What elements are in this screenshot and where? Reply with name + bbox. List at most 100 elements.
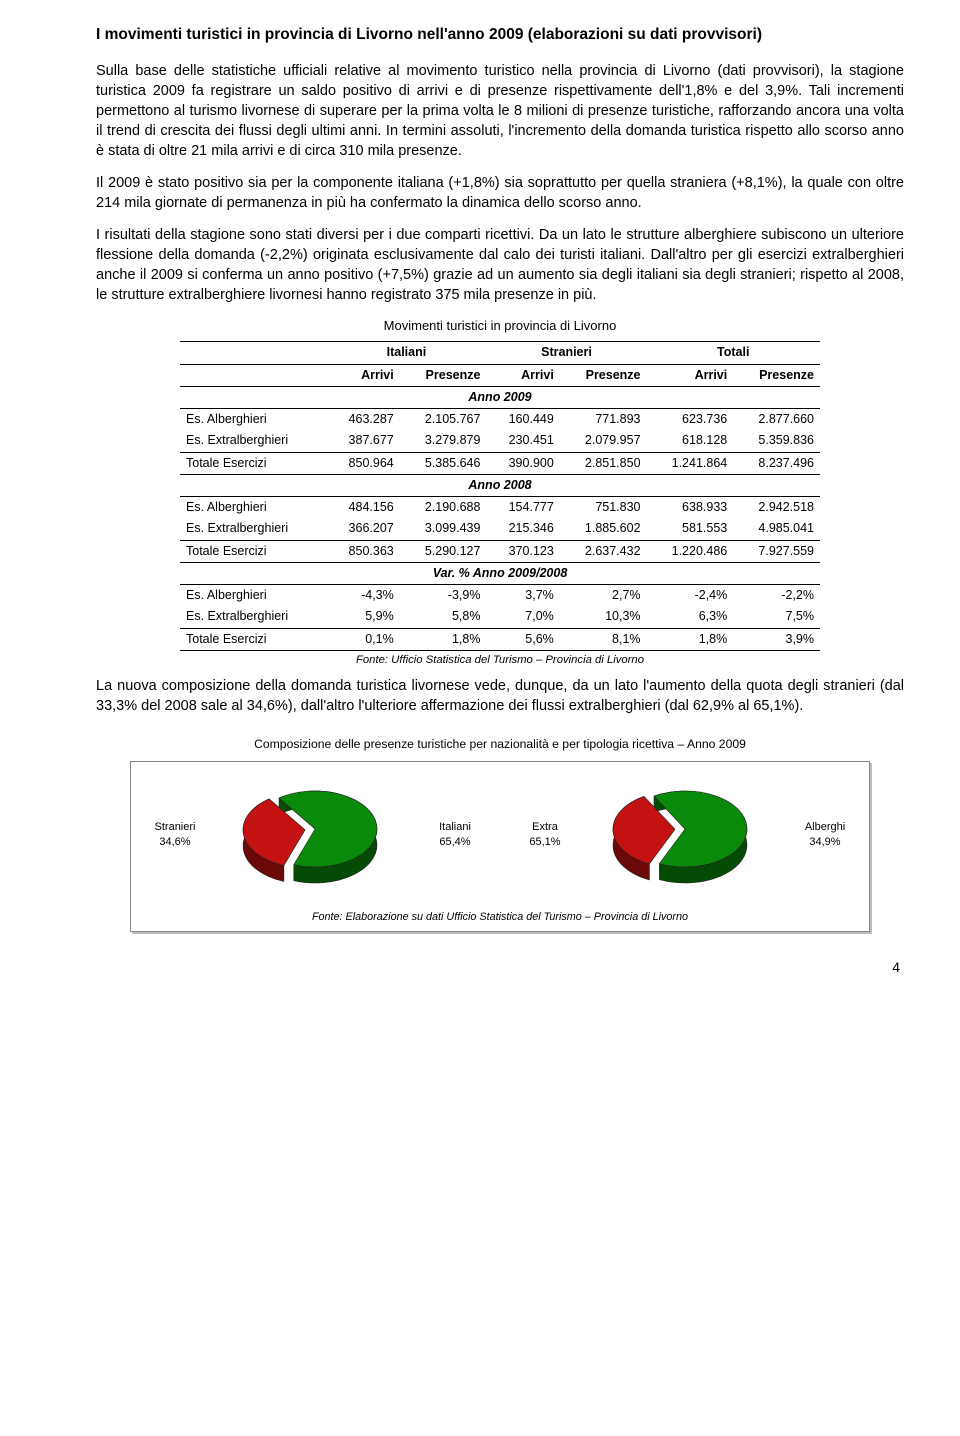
cell: 4.985.041 bbox=[733, 518, 820, 540]
table-row: Totale Esercizi850.3635.290.127370.1232.… bbox=[180, 540, 820, 562]
cell: 2,7% bbox=[560, 585, 647, 607]
cell: 215.346 bbox=[486, 518, 559, 540]
row-label: Totale Esercizi bbox=[180, 540, 326, 562]
table-section-header: Anno 2009 bbox=[180, 386, 820, 408]
paragraph-4: La nuova composizione della domanda turi… bbox=[96, 676, 904, 716]
pie-source: Fonte: Elaborazione su dati Ufficio Stat… bbox=[145, 910, 855, 925]
col-header: Arrivi bbox=[647, 364, 734, 386]
row-label: Es. Alberghieri bbox=[180, 585, 326, 607]
cell: 638.933 bbox=[647, 497, 734, 519]
table-row: Es. Extralberghieri366.2073.099.439215.3… bbox=[180, 518, 820, 540]
group-header: Stranieri bbox=[486, 342, 646, 364]
cell: 751.830 bbox=[560, 497, 647, 519]
pie-panel: Stranieri 34,6% Italiani 65,4% Extra 65,… bbox=[130, 761, 870, 932]
table-column-header-row: Arrivi Presenze Arrivi Presenze Arrivi P… bbox=[180, 364, 820, 386]
table-row: Es. Alberghieri463.2872.105.767160.44977… bbox=[180, 409, 820, 431]
cell: 2.637.432 bbox=[560, 540, 647, 562]
paragraph-3: I risultati della stagione sono stati di… bbox=[96, 225, 904, 305]
cell: 771.893 bbox=[560, 409, 647, 431]
table-title: Movimenti turistici in provincia di Livo… bbox=[180, 317, 820, 335]
pie-left-label-b: Italiani 65,4% bbox=[425, 820, 485, 850]
table-source: Fonte: Ufficio Statistica del Turismo – … bbox=[180, 653, 820, 669]
cell: 3,7% bbox=[486, 585, 559, 607]
cell: 6,3% bbox=[647, 606, 734, 628]
cell: 10,3% bbox=[560, 606, 647, 628]
group-header: Totali bbox=[647, 342, 820, 364]
row-label: Es. Extralberghieri bbox=[180, 430, 326, 452]
cell: 1,8% bbox=[647, 628, 734, 650]
cell: 2.105.767 bbox=[400, 409, 487, 431]
pie-right-label-b: Alberghi 34,9% bbox=[795, 820, 855, 850]
pie-caption: Composizione delle presenze turistiche p… bbox=[96, 736, 904, 753]
cell: -4,3% bbox=[326, 585, 399, 607]
cell: 2.079.957 bbox=[560, 430, 647, 452]
cell: 3,9% bbox=[733, 628, 820, 650]
cell: 8,1% bbox=[560, 628, 647, 650]
col-header: Arrivi bbox=[326, 364, 399, 386]
cell: 0,1% bbox=[326, 628, 399, 650]
cell: 3.099.439 bbox=[400, 518, 487, 540]
table-row: Es. Extralberghieri5,9%5,8%7,0%10,3%6,3%… bbox=[180, 606, 820, 628]
cell: -3,9% bbox=[400, 585, 487, 607]
row-label: Totale Esercizi bbox=[180, 628, 326, 650]
row-label: Es. Extralberghieri bbox=[180, 518, 326, 540]
cell: 618.128 bbox=[647, 430, 734, 452]
cell: 850.363 bbox=[326, 540, 399, 562]
row-label: Totale Esercizi bbox=[180, 452, 326, 474]
cell: 3.279.879 bbox=[400, 430, 487, 452]
pie-right: Extra 65,1% Alberghi 34,9% bbox=[515, 770, 855, 900]
page-number: 4 bbox=[96, 958, 904, 977]
cell: 2.190.688 bbox=[400, 497, 487, 519]
cell: 8.237.496 bbox=[733, 452, 820, 474]
cell: 2.851.850 bbox=[560, 452, 647, 474]
col-header: Presenze bbox=[733, 364, 820, 386]
paragraph-2: Il 2009 è stato positivo sia per la comp… bbox=[96, 173, 904, 213]
cell: 5.385.646 bbox=[400, 452, 487, 474]
cell: 5,9% bbox=[326, 606, 399, 628]
cell: 1.885.602 bbox=[560, 518, 647, 540]
page-title: I movimenti turistici in provincia di Li… bbox=[96, 24, 904, 45]
table-group-header-row: Italiani Stranieri Totali bbox=[180, 342, 820, 364]
table-section-header: Anno 2008 bbox=[180, 474, 820, 496]
cell: 160.449 bbox=[486, 409, 559, 431]
pie-chart-icon bbox=[225, 770, 405, 900]
cell: 5.290.127 bbox=[400, 540, 487, 562]
cell: 484.156 bbox=[326, 497, 399, 519]
cell: 7,0% bbox=[486, 606, 559, 628]
col-header: Arrivi bbox=[486, 364, 559, 386]
table-row: Totale Esercizi0,1%1,8%5,6%8,1%1,8%3,9% bbox=[180, 628, 820, 650]
paragraph-1: Sulla base delle statistiche ufficiali r… bbox=[96, 61, 904, 161]
cell: 370.123 bbox=[486, 540, 559, 562]
table-section-header: Var. % Anno 2009/2008 bbox=[180, 562, 820, 584]
cell: 366.207 bbox=[326, 518, 399, 540]
cell: 5,6% bbox=[486, 628, 559, 650]
cell: 2.942.518 bbox=[733, 497, 820, 519]
pie-left: Stranieri 34,6% Italiani 65,4% bbox=[145, 770, 485, 900]
row-label: Es. Alberghieri bbox=[180, 409, 326, 431]
cell: 623.736 bbox=[647, 409, 734, 431]
cell: 390.900 bbox=[486, 452, 559, 474]
cell: 5,8% bbox=[400, 606, 487, 628]
movements-table: Movimenti turistici in provincia di Livo… bbox=[180, 317, 820, 668]
cell: 230.451 bbox=[486, 430, 559, 452]
cell: 1.220.486 bbox=[647, 540, 734, 562]
cell: 463.287 bbox=[326, 409, 399, 431]
cell: -2,4% bbox=[647, 585, 734, 607]
table-row: Totale Esercizi850.9645.385.646390.9002.… bbox=[180, 452, 820, 474]
row-label: Es. Extralberghieri bbox=[180, 606, 326, 628]
table-row: Es. Alberghieri484.1562.190.688154.77775… bbox=[180, 497, 820, 519]
cell: 7,5% bbox=[733, 606, 820, 628]
cell: -2,2% bbox=[733, 585, 820, 607]
cell: 1.241.864 bbox=[647, 452, 734, 474]
pie-left-label-a: Stranieri 34,6% bbox=[145, 820, 205, 850]
cell: 387.677 bbox=[326, 430, 399, 452]
table-row: Es. Extralberghieri387.6773.279.879230.4… bbox=[180, 430, 820, 452]
data-table: Italiani Stranieri Totali Arrivi Presenz… bbox=[180, 341, 820, 651]
pie-chart-icon bbox=[595, 770, 775, 900]
col-header: Presenze bbox=[400, 364, 487, 386]
group-header: Italiani bbox=[326, 342, 486, 364]
cell: 7.927.559 bbox=[733, 540, 820, 562]
cell: 581.553 bbox=[647, 518, 734, 540]
cell: 1,8% bbox=[400, 628, 487, 650]
cell: 5.359.836 bbox=[733, 430, 820, 452]
